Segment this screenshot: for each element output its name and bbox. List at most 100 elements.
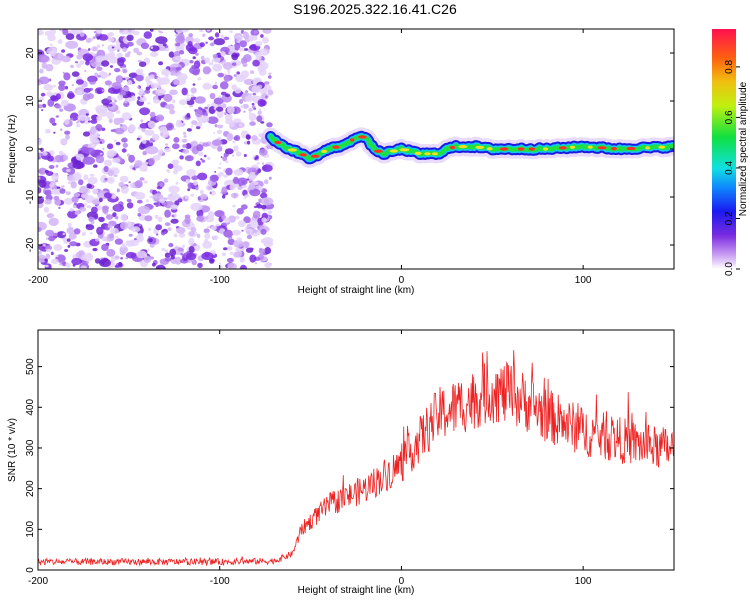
noise-blob bbox=[112, 212, 117, 218]
noise-blob bbox=[175, 43, 181, 47]
noise-blob bbox=[71, 196, 79, 203]
noise-blob bbox=[260, 121, 265, 124]
noise-blob bbox=[155, 264, 166, 269]
noise-blob bbox=[173, 128, 176, 131]
noise-blob bbox=[119, 123, 123, 127]
noise-blob bbox=[188, 47, 198, 55]
noise-blob bbox=[152, 262, 156, 267]
noise-blob bbox=[189, 60, 194, 64]
noise-blob bbox=[232, 140, 236, 144]
noise-blob bbox=[259, 99, 267, 107]
ridge-peak bbox=[358, 135, 367, 139]
noise-blob bbox=[59, 108, 64, 112]
noise-blob bbox=[217, 145, 223, 152]
noise-blob bbox=[125, 257, 128, 260]
noise-blob bbox=[177, 247, 184, 252]
noise-blob bbox=[186, 169, 197, 177]
noise-blob bbox=[231, 45, 235, 50]
noise-blob bbox=[195, 160, 201, 167]
noise-blob bbox=[155, 36, 168, 44]
noise-blob bbox=[103, 192, 112, 199]
ridge-peak bbox=[449, 145, 456, 150]
noise-blob bbox=[93, 31, 97, 34]
noise-blob bbox=[188, 237, 195, 246]
noise-blob bbox=[228, 215, 236, 223]
noise-blob bbox=[82, 93, 91, 101]
noise-blob bbox=[204, 57, 210, 64]
noise-blob bbox=[143, 255, 152, 263]
noise-blob bbox=[173, 165, 183, 172]
noise-blob bbox=[260, 192, 268, 199]
noise-blob bbox=[136, 137, 141, 141]
noise-blob bbox=[158, 61, 164, 66]
noise-blob bbox=[104, 212, 108, 215]
noise-blob bbox=[41, 109, 44, 112]
snr-frame bbox=[37, 329, 675, 571]
noise-blob bbox=[139, 122, 149, 129]
noise-blob bbox=[217, 124, 224, 129]
noise-blob bbox=[172, 99, 176, 104]
noise-blob bbox=[233, 239, 244, 248]
ridge-peak bbox=[587, 145, 593, 149]
noise-blob bbox=[241, 229, 244, 232]
noise-blob bbox=[219, 162, 222, 165]
noise-blob bbox=[175, 181, 179, 185]
noise-blob bbox=[119, 249, 126, 256]
noise-blob bbox=[114, 216, 119, 220]
noise-blob bbox=[148, 157, 155, 166]
ridge-peak bbox=[321, 149, 328, 153]
spectrogram-y-axis-label: Frequency (Hz) bbox=[7, 115, 18, 184]
noise-blob bbox=[244, 197, 246, 200]
noise-blob bbox=[197, 197, 201, 201]
noise-blob bbox=[42, 103, 47, 108]
noise-blob bbox=[38, 76, 50, 85]
noise-blob bbox=[71, 83, 75, 87]
noise-blob bbox=[223, 247, 228, 251]
noise-blob bbox=[101, 60, 110, 67]
noise-blob bbox=[251, 135, 258, 141]
noise-blob bbox=[134, 192, 141, 197]
noise-blob bbox=[208, 62, 214, 66]
noise-blob bbox=[105, 73, 108, 77]
noise-blob bbox=[262, 29, 272, 34]
noise-blob bbox=[107, 169, 115, 177]
colorbar-tick-label: 0.8 bbox=[724, 60, 735, 74]
noise-blob bbox=[62, 232, 66, 236]
noise-blob bbox=[249, 171, 257, 180]
noise-blob bbox=[164, 104, 171, 109]
noise-blob bbox=[48, 165, 55, 169]
noise-blob bbox=[150, 29, 154, 32]
noise-blob bbox=[95, 155, 105, 164]
noise-blob bbox=[193, 180, 198, 186]
noise-blob bbox=[39, 96, 44, 102]
noise-blob bbox=[243, 78, 254, 86]
noise-blob bbox=[157, 81, 164, 86]
colorbar-tick-label: 0.6 bbox=[724, 110, 735, 124]
noise-blob bbox=[207, 185, 214, 190]
snr-x-axis-label: Height of straight line (km) bbox=[298, 585, 415, 596]
noise-blob bbox=[84, 69, 87, 72]
noise-blob bbox=[218, 115, 222, 118]
noise-blob bbox=[89, 232, 93, 235]
noise-blob bbox=[93, 164, 98, 168]
noise-blob bbox=[225, 118, 233, 125]
noise-blob bbox=[246, 228, 253, 236]
noise-blob bbox=[239, 256, 245, 263]
ridge-peak bbox=[528, 147, 536, 151]
noise-blob bbox=[192, 83, 196, 86]
noise-blob bbox=[92, 199, 101, 205]
noise-blob bbox=[123, 100, 128, 104]
noise-blob bbox=[215, 106, 224, 112]
noise-blob bbox=[236, 237, 242, 242]
noise-blob bbox=[96, 36, 100, 40]
noise-blob bbox=[59, 29, 64, 32]
ridge-peak bbox=[332, 145, 340, 149]
noise-blob bbox=[177, 198, 183, 203]
noise-blob bbox=[230, 192, 239, 199]
noise-blob bbox=[213, 132, 216, 135]
noise-blob bbox=[243, 110, 246, 113]
noise-blob bbox=[164, 222, 171, 227]
noise-blob bbox=[107, 37, 115, 43]
noise-blob bbox=[175, 29, 184, 34]
noise-blob bbox=[65, 40, 79, 49]
